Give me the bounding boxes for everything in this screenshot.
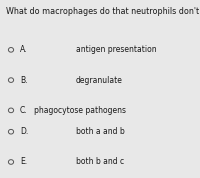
Circle shape xyxy=(8,129,14,134)
Text: C.: C. xyxy=(20,106,28,115)
Text: phagocytose pathogens: phagocytose pathogens xyxy=(34,106,126,115)
Text: both b and c: both b and c xyxy=(76,158,124,166)
Circle shape xyxy=(8,160,14,164)
Text: What do macrophages do that neutrophils don't do?: What do macrophages do that neutrophils … xyxy=(6,7,200,16)
Text: A.: A. xyxy=(20,45,28,54)
Text: E.: E. xyxy=(20,158,27,166)
Text: D.: D. xyxy=(20,127,28,136)
Circle shape xyxy=(8,108,14,113)
Text: antigen presentation: antigen presentation xyxy=(76,45,157,54)
Text: both a and b: both a and b xyxy=(76,127,125,136)
Text: degranulate: degranulate xyxy=(76,76,123,85)
Circle shape xyxy=(8,48,14,52)
Text: B.: B. xyxy=(20,76,28,85)
Circle shape xyxy=(8,78,14,82)
